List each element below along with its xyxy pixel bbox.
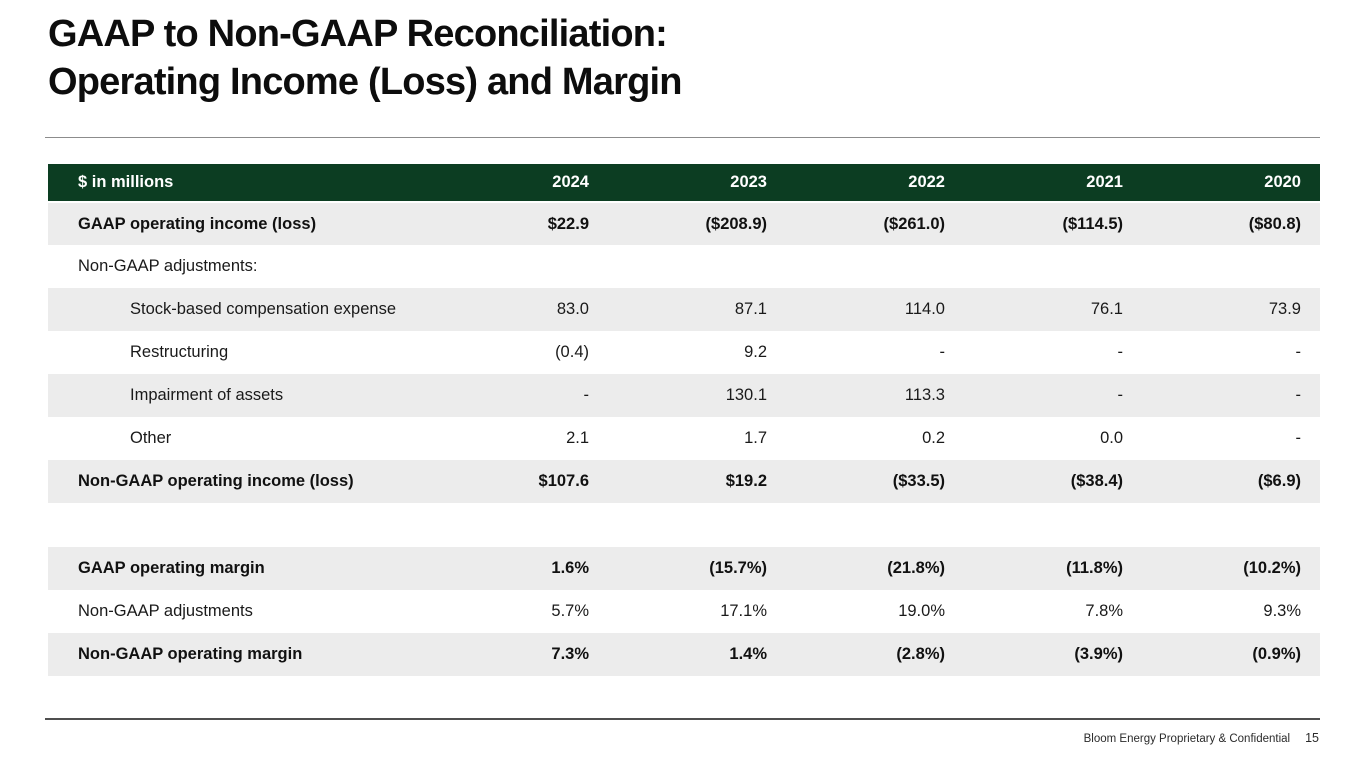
row-label: Non-GAAP operating income (loss) (48, 460, 430, 503)
row-value: (21.8%) (786, 547, 964, 590)
row-value: (15.7%) (608, 547, 786, 590)
row-value: 0.2 (786, 417, 964, 460)
row-value: ($114.5) (964, 202, 1142, 245)
bottom-divider (45, 718, 1320, 720)
row-label: Other (48, 417, 430, 460)
table-row-other: Other 2.1 1.7 0.2 0.0 - (48, 417, 1320, 460)
footer-page-number: 15 (1305, 731, 1319, 745)
footer-confidential-label: Bloom Energy Proprietary & Confidential (1083, 733, 1291, 745)
table-row-gaap-operating-margin: GAAP operating margin 1.6% (15.7%) (21.8… (48, 547, 1320, 590)
row-value: 114.0 (786, 288, 964, 331)
row-label: GAAP operating income (loss) (48, 202, 430, 245)
row-label: GAAP operating margin (48, 547, 430, 590)
row-value: - (964, 374, 1142, 417)
row-value: 130.1 (608, 374, 786, 417)
row-value: - (1142, 374, 1320, 417)
slide-title-line1: GAAP to Non-GAAP Reconciliation: (48, 13, 668, 55)
row-value: ($80.8) (1142, 202, 1320, 245)
row-value: 1.4% (608, 633, 786, 676)
row-label: Stock-based compensation expense (48, 288, 430, 331)
row-value: (0.4) (430, 331, 608, 374)
row-value: 7.3% (430, 633, 608, 676)
table-row-non-gaap-adjustments-margin: Non-GAAP adjustments 5.7% 17.1% 19.0% 7.… (48, 590, 1320, 633)
table-row-impairment-of-assets: Impairment of assets - 130.1 113.3 - - (48, 374, 1320, 417)
year-column-header: 2021 (964, 164, 1142, 203)
row-value: 17.1% (608, 590, 786, 633)
row-value (608, 245, 786, 288)
year-column-header: 2022 (786, 164, 964, 203)
row-value: (2.8%) (786, 633, 964, 676)
table-row-non-gaap-operating-margin: Non-GAAP operating margin 7.3% 1.4% (2.8… (48, 633, 1320, 676)
row-label: Impairment of assets (48, 374, 430, 417)
year-column-header: 2023 (608, 164, 786, 203)
row-value: - (964, 331, 1142, 374)
row-label: Non-GAAP adjustments (48, 590, 430, 633)
row-value: (3.9%) (964, 633, 1142, 676)
row-value: $107.6 (430, 460, 608, 503)
row-value: 2.1 (430, 417, 608, 460)
row-value: 113.3 (786, 374, 964, 417)
row-value: 0.0 (964, 417, 1142, 460)
row-value: 73.9 (1142, 288, 1320, 331)
row-value: ($6.9) (1142, 460, 1320, 503)
row-value (964, 245, 1142, 288)
row-value (430, 245, 608, 288)
row-value: - (1142, 417, 1320, 460)
row-value: 19.0% (786, 590, 964, 633)
row-value: ($261.0) (786, 202, 964, 245)
table-row-non-gaap-operating-income: Non-GAAP operating income (loss) $107.6 … (48, 460, 1320, 503)
year-column-header: 2020 (1142, 164, 1320, 203)
row-label: Non-GAAP adjustments: (48, 245, 430, 288)
row-value: 5.7% (430, 590, 608, 633)
slide-footer: Bloom Energy Proprietary & Confidential … (1084, 731, 1319, 745)
section-spacer (48, 503, 1320, 547)
row-value: ($38.4) (964, 460, 1142, 503)
row-value: 9.2 (608, 331, 786, 374)
row-value: 1.6% (430, 547, 608, 590)
row-value (786, 245, 964, 288)
row-value: $19.2 (608, 460, 786, 503)
table-row-restructuring: Restructuring (0.4) 9.2 - - - (48, 331, 1320, 374)
row-value: $22.9 (430, 202, 608, 245)
units-header-cell: $ in millions (48, 164, 430, 203)
row-value: (10.2%) (1142, 547, 1320, 590)
row-value: 7.8% (964, 590, 1142, 633)
row-value: ($33.5) (786, 460, 964, 503)
year-column-header: 2024 (430, 164, 608, 203)
slide-title: GAAP to Non-GAAP Reconciliation: Operati… (48, 10, 682, 106)
row-value: 83.0 (430, 288, 608, 331)
row-label: Non-GAAP operating margin (48, 633, 430, 676)
row-value: 1.7 (608, 417, 786, 460)
row-value: 87.1 (608, 288, 786, 331)
row-value: - (786, 331, 964, 374)
slide-title-line2: Operating Income (Loss) and Margin (48, 61, 682, 103)
top-divider (45, 137, 1320, 138)
row-label: Restructuring (48, 331, 430, 374)
table-header-row: $ in millions 2024 2023 2022 2021 2020 (48, 164, 1320, 203)
row-value: - (430, 374, 608, 417)
table-row-gaap-operating-income: GAAP operating income (loss) $22.9 ($208… (48, 202, 1320, 245)
row-value: 76.1 (964, 288, 1142, 331)
row-value (1142, 245, 1320, 288)
reconciliation-table: $ in millions 2024 2023 2022 2021 2020 G… (48, 164, 1320, 676)
table-row-non-gaap-adjustments-header: Non-GAAP adjustments: (48, 245, 1320, 288)
row-value: (11.8%) (964, 547, 1142, 590)
row-value: 9.3% (1142, 590, 1320, 633)
table-row-stock-based-compensation: Stock-based compensation expense 83.0 87… (48, 288, 1320, 331)
spacer-cell (48, 503, 1320, 547)
row-value: (0.9%) (1142, 633, 1320, 676)
row-value: ($208.9) (608, 202, 786, 245)
row-value: - (1142, 331, 1320, 374)
